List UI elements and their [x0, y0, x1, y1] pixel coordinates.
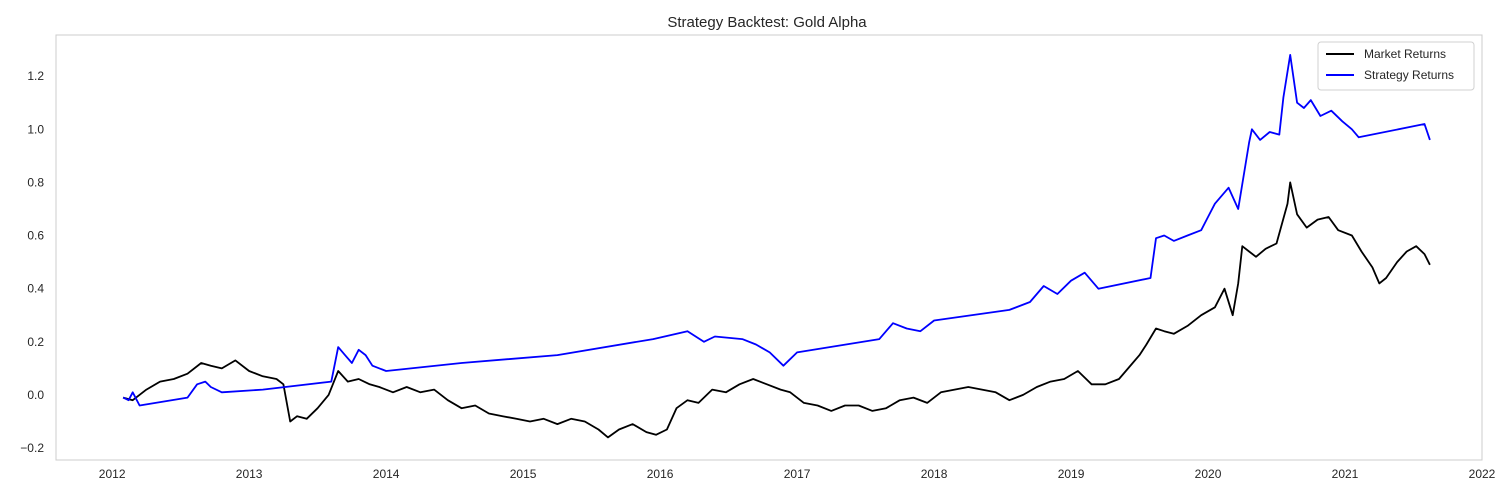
y-tick-label: 0.6	[27, 229, 44, 243]
x-tick-label: 2017	[784, 467, 811, 481]
y-tick-label: 0.4	[27, 282, 44, 296]
x-tick-label: 2012	[99, 467, 126, 481]
x-tick-label: 2016	[647, 467, 674, 481]
legend[interactable]: Market Returns Strategy Returns	[1317, 41, 1475, 91]
x-tick-label: 2018	[921, 467, 948, 481]
y-tick-label: 0.0	[27, 388, 44, 402]
chart-title: Strategy Backtest: Gold Alpha	[667, 14, 867, 31]
x-tick-label: 2013	[236, 467, 263, 481]
legend-label-0: Market Returns	[1364, 47, 1446, 61]
x-tick-label: 2014	[373, 467, 400, 481]
x-tick-label: 2019	[1058, 467, 1085, 481]
series-lines	[122, 54, 1431, 439]
y-tick-label: 1.2	[27, 69, 44, 83]
y-tick-label: 0.2	[27, 335, 44, 349]
x-axis: 2012 2013 2014 2015 2016 2017 2018 2019 2020 2021…	[99, 467, 1496, 481]
x-tick-label: 2015	[510, 467, 537, 481]
x-tick-label: 2022	[1469, 467, 1496, 481]
x-tick-label: 2020	[1195, 467, 1222, 481]
series-line-0	[122, 181, 1431, 439]
x-tick-label: 2021	[1332, 467, 1359, 481]
series-line-1	[122, 54, 1431, 407]
y-axis: −0.2 0.0 0.2 0.4 0.6 0.8 1.0 1.2	[20, 69, 44, 455]
y-tick-label: 1.0	[27, 122, 44, 136]
y-tick-label: 0.8	[27, 175, 44, 189]
legend-label-1: Strategy Returns	[1364, 68, 1454, 82]
y-tick-label: −0.2	[20, 441, 44, 455]
legend-frame	[1317, 41, 1475, 91]
